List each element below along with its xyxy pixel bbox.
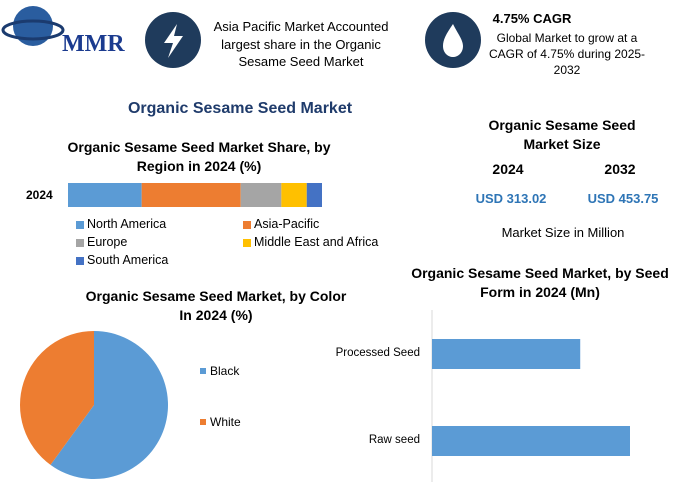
legend-label: North America bbox=[87, 217, 167, 231]
logo-text: MMR bbox=[62, 31, 125, 57]
year-label: 2032 bbox=[604, 161, 636, 177]
legend-swatch bbox=[243, 221, 251, 229]
category-label: Processed Seed bbox=[335, 347, 420, 359]
bar-segment bbox=[281, 183, 307, 207]
legend-label: South America bbox=[87, 253, 169, 267]
flame-icon bbox=[443, 24, 463, 57]
bar-segment bbox=[306, 183, 322, 207]
bar-segment bbox=[68, 183, 142, 207]
market-size-title: Organic Sesame Seed Market Size bbox=[488, 117, 636, 152]
bar bbox=[432, 426, 630, 456]
legend-swatch bbox=[76, 221, 84, 229]
chart-title: Organic Sesame Seed Market, by Seed Form… bbox=[411, 265, 669, 300]
market-value: USD 313.02 bbox=[475, 191, 547, 206]
bar-segment bbox=[141, 183, 241, 207]
legend-label: Middle East and Africa bbox=[254, 235, 379, 249]
page-title: Organic Sesame Seed Market bbox=[127, 100, 353, 117]
header-fact: Asia Pacific Market Accounted largest sh… bbox=[213, 19, 389, 70]
market-value: USD 453.75 bbox=[587, 191, 659, 206]
legend-swatch bbox=[200, 419, 206, 425]
bar-segment bbox=[240, 183, 282, 207]
legend-label: White bbox=[210, 415, 241, 429]
legend-label: Europe bbox=[87, 235, 128, 249]
cagr-text: Global Market to grow at a CAGR of 4.75%… bbox=[488, 31, 646, 78]
pie-slice bbox=[19, 331, 94, 465]
legend-swatch bbox=[243, 239, 251, 247]
cagr-title: 4.75% CAGR bbox=[492, 11, 572, 26]
logo-orbit bbox=[1, 19, 65, 41]
bar bbox=[432, 339, 581, 369]
legend-swatch bbox=[200, 368, 206, 374]
legend-swatch bbox=[76, 257, 84, 265]
pie-slice bbox=[50, 331, 168, 479]
logo-globe bbox=[13, 6, 53, 46]
year-label: 2024 bbox=[492, 161, 524, 177]
chart-title: Organic Sesame Seed Market, by Color In … bbox=[85, 288, 347, 323]
bolt-icon bbox=[164, 24, 183, 58]
category-label: 2024 bbox=[26, 188, 53, 202]
legend-label: Black bbox=[210, 364, 240, 378]
legend-swatch bbox=[76, 239, 84, 247]
legend-label: Asia-Pacific bbox=[254, 217, 320, 231]
chart-title: Organic Sesame Seed Market Share, by Reg… bbox=[67, 139, 331, 174]
category-label: Raw seed bbox=[368, 434, 420, 446]
market-size-unit: Market Size in Million bbox=[501, 225, 625, 240]
